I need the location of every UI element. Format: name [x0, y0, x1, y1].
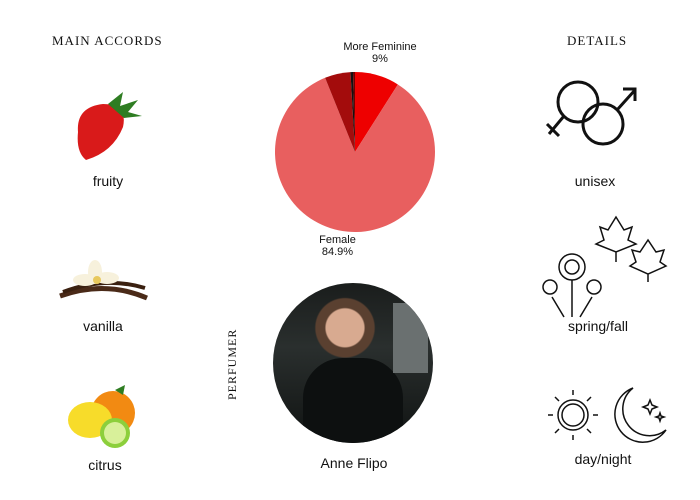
accord-label: citrus	[88, 457, 122, 473]
gender-icon	[545, 80, 637, 146]
pie-label-more-feminine: More Feminine	[343, 41, 417, 53]
pie-value-more-feminine: 9%	[372, 53, 388, 65]
sun-moon-icon	[548, 387, 667, 443]
pie-slice-3	[350, 72, 355, 152]
perfumer-name: Anne Flipo	[320, 455, 388, 471]
vanilla-icon	[59, 260, 148, 301]
pie-slice-more-feminine	[355, 72, 398, 152]
details-heading: DETAILS	[567, 33, 628, 48]
strawberry-icon	[77, 92, 142, 160]
pie-value-female: 84.9%	[321, 246, 354, 258]
gender-pie-chart	[275, 72, 435, 233]
perfumer-photo	[273, 283, 433, 443]
pie-slice-4	[352, 72, 355, 152]
pie-label-female: Female	[319, 234, 356, 246]
detail-label: unisex	[574, 173, 616, 189]
pie-slice-2	[325, 72, 355, 152]
accord-label: fruity	[92, 173, 124, 189]
citrus-icon	[68, 385, 135, 448]
detail-label: day/night	[574, 451, 632, 467]
detail-label: spring/fall	[568, 318, 628, 334]
season-icon	[542, 215, 668, 318]
main-accords-heading: MAIN ACCORDS	[52, 33, 163, 48]
perfumer-heading: PERFUMER	[225, 328, 239, 400]
accord-label: vanilla	[83, 318, 123, 334]
pie-slice-female	[275, 77, 435, 233]
